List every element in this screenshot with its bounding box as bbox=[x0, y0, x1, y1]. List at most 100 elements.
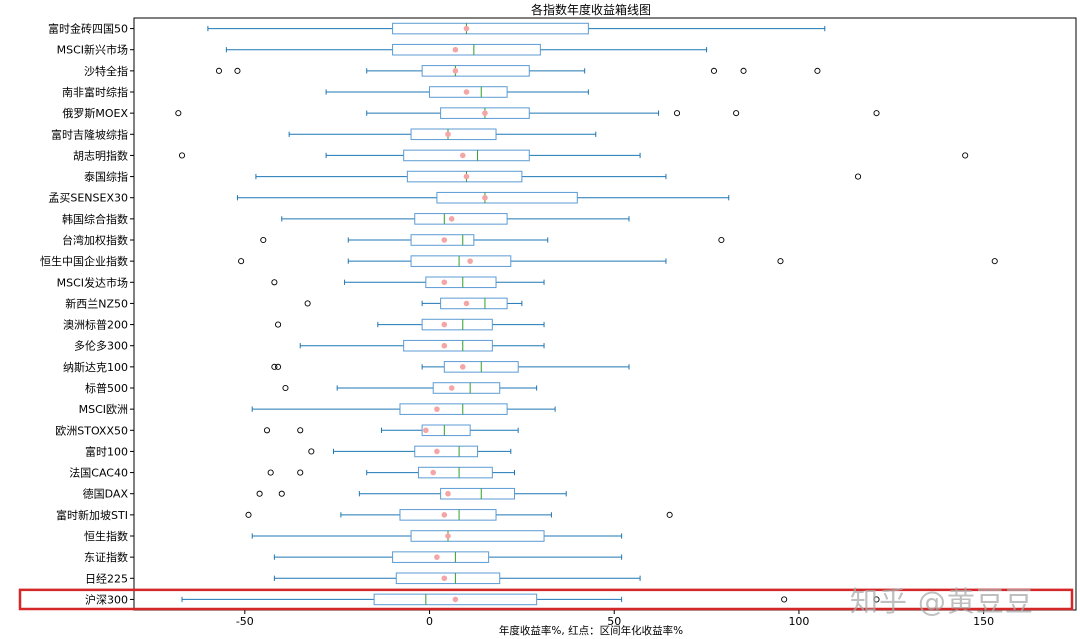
outlier-point bbox=[308, 448, 315, 455]
outlier-point bbox=[178, 152, 186, 159]
box-group bbox=[181, 593, 880, 606]
y-tick-label: 俄罗斯MOEX bbox=[62, 107, 128, 120]
iqr-box bbox=[392, 551, 490, 563]
mean-point bbox=[445, 533, 451, 539]
outlier-point bbox=[271, 279, 278, 286]
iqr-box bbox=[392, 43, 541, 56]
y-tick-label: 法国CAC40 bbox=[69, 466, 128, 480]
iqr-box bbox=[432, 382, 501, 394]
y-tick-label: 富时金砖四国50 bbox=[48, 22, 128, 36]
mean-point bbox=[463, 173, 470, 180]
outlier-point bbox=[962, 152, 969, 159]
box-group bbox=[245, 509, 673, 521]
outlier-point bbox=[718, 236, 725, 244]
y-tick-label: 恒生中国企业指数 bbox=[40, 254, 128, 268]
box-group bbox=[271, 276, 545, 289]
outlier-point bbox=[854, 173, 862, 180]
box-group bbox=[271, 361, 630, 373]
iqr-box bbox=[399, 509, 497, 521]
mean-point bbox=[448, 216, 455, 222]
box-group bbox=[263, 424, 519, 437]
box-group bbox=[299, 339, 545, 352]
outlier-point bbox=[256, 490, 263, 497]
chart-title: 各指数年度收益箱线图 bbox=[531, 2, 651, 17]
outlier-point bbox=[278, 490, 285, 497]
y-tick-label: 日经225 bbox=[85, 572, 128, 585]
box-group bbox=[275, 318, 545, 331]
mean-point bbox=[441, 512, 448, 518]
plot-area bbox=[133, 17, 1077, 611]
y-tick-label: 恒生指数 bbox=[84, 529, 128, 543]
mean-point bbox=[434, 554, 440, 560]
outlier-point bbox=[271, 363, 278, 370]
mean-point bbox=[441, 279, 448, 286]
y-tick-label: 欧洲STOXX50 bbox=[55, 424, 128, 437]
x-tick-label: 150 bbox=[973, 615, 994, 628]
iqr-box bbox=[440, 297, 508, 310]
iqr-box bbox=[403, 339, 493, 352]
y-tick-label: 新西兰NZ50 bbox=[65, 296, 128, 310]
mean-point bbox=[445, 131, 451, 138]
y-tick-label: 胡志明指数 bbox=[73, 148, 128, 162]
iqr-box bbox=[406, 170, 523, 183]
outlier-point bbox=[873, 596, 880, 603]
box-group bbox=[256, 487, 567, 500]
x-axis-label: 年度收益率%, 红点：区间年化收益率% bbox=[499, 624, 683, 637]
outlier-point bbox=[710, 67, 718, 74]
y-tick-label: 澳洲标普200 bbox=[63, 318, 128, 332]
iqr-box bbox=[403, 149, 530, 162]
outlier-point bbox=[260, 236, 267, 244]
box-group bbox=[238, 255, 998, 267]
iqr-box bbox=[440, 487, 515, 500]
mean-point bbox=[452, 46, 459, 53]
outlier-point bbox=[781, 596, 788, 603]
box-group bbox=[215, 65, 821, 77]
iqr-box bbox=[410, 234, 475, 246]
outlier-point bbox=[814, 67, 821, 74]
y-tick-label: 台湾加权指数 bbox=[62, 233, 128, 247]
iqr-box bbox=[425, 276, 497, 289]
iqr-box bbox=[421, 424, 471, 437]
mean-point bbox=[445, 490, 451, 497]
y-tick-label: 德国DAX bbox=[83, 487, 129, 501]
mean-point bbox=[463, 25, 470, 32]
x-tick-label: 100 bbox=[788, 615, 809, 628]
box-group bbox=[207, 22, 826, 35]
box-group bbox=[175, 107, 880, 119]
iqr-box bbox=[410, 530, 545, 542]
iqr-box bbox=[373, 593, 538, 606]
mean-point bbox=[463, 89, 470, 95]
box-group bbox=[260, 234, 725, 246]
outlier-point bbox=[263, 427, 271, 434]
mean-point bbox=[482, 110, 488, 116]
y-tick-label: 韩国综合指数 bbox=[62, 212, 128, 226]
box-group bbox=[273, 551, 623, 563]
iqr-box bbox=[417, 466, 493, 479]
outlier-point bbox=[740, 67, 747, 74]
y-tick-label: MSCI新兴市场 bbox=[57, 43, 128, 57]
y-tick-label: 东证指数 bbox=[84, 550, 128, 564]
y-tick-label: 富时新加坡STI bbox=[56, 508, 128, 522]
x-axis: -50 0 50 100 150 bbox=[236, 610, 994, 628]
box-group bbox=[255, 170, 862, 183]
outlier-point bbox=[275, 363, 282, 370]
iqr-box bbox=[429, 86, 508, 98]
outlier-point bbox=[666, 511, 673, 518]
y-tick-label: 孟买SENSEX30 bbox=[48, 192, 128, 205]
box-group bbox=[251, 403, 556, 415]
mean-point bbox=[434, 448, 440, 455]
outlier-point bbox=[733, 110, 740, 117]
y-tick-label: 富时100 bbox=[85, 444, 128, 458]
box-group bbox=[236, 191, 730, 204]
mean-point bbox=[423, 427, 429, 434]
box-group bbox=[267, 466, 515, 479]
watermark: 知乎 @黄豆豆 bbox=[850, 585, 1034, 618]
mean-point bbox=[430, 469, 437, 476]
y-tick-label: 南非富时综指 bbox=[62, 85, 128, 99]
y-tick-label: 泰国综指 bbox=[84, 170, 128, 184]
y-tick-label: 富时吉隆坡综指 bbox=[51, 127, 128, 141]
box-group bbox=[225, 43, 708, 56]
box-group bbox=[281, 213, 630, 225]
